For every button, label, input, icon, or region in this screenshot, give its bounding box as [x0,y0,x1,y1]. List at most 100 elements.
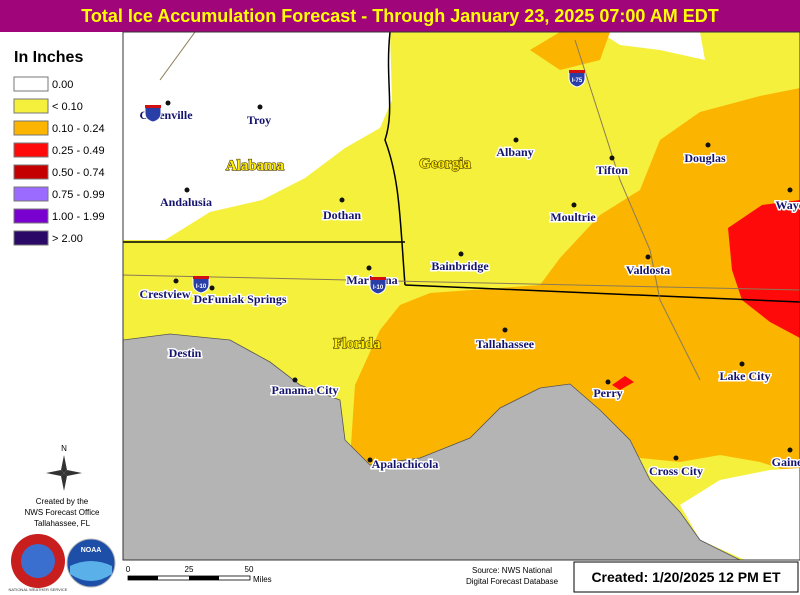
credit-line: Created by the [36,497,89,506]
noaa-logo: NOAA [66,538,116,588]
highway-label: I-10 [373,285,384,291]
city-dot [609,155,615,161]
legend-label: 1.00 - 1.99 [52,211,105,223]
logo-text: NOAA [81,547,102,554]
city-dot [571,202,577,208]
city-dot [605,379,611,385]
city-label: Apalachicola [372,457,439,471]
credit-line: Tallahassee, FL [34,519,91,528]
legend: 0.00 < 0.10 0.10 - 0.24 0.25 - 0.49 0.50 - 0… [13,76,105,246]
legend-swatch [13,230,49,246]
highway-label: I-75 [572,78,583,84]
legend-swatch [13,76,49,92]
city-label: Gainesville [772,455,800,469]
scale-unit: Miles [253,575,272,584]
created-box [573,561,799,593]
logo-text: NATIONAL WEATHER SERVICE [9,587,68,592]
city-label: Waycross [775,198,800,212]
legend-label: < 0.10 [52,101,83,113]
legend-label: 0.75 - 0.99 [52,189,105,201]
city-label: Moultrie [550,210,596,224]
nws-logo: NATIONAL WEATHER SERVICE [9,534,68,592]
legend-label: 0.25 - 0.49 [52,145,105,157]
map [123,32,800,560]
city-label: Tallahassee [476,337,535,351]
legend-label: 0.10 - 0.24 [52,123,105,135]
legend-label: 0.50 - 0.74 [52,167,105,179]
highway-shield: I-10 [369,277,387,295]
legend-label: > 2.00 [52,233,83,245]
title: Total Ice Accumulation Forecast - Throug… [81,6,719,26]
highway-shield: I-75 [568,70,586,88]
highway-shield [144,105,162,123]
city-dot [367,457,373,463]
city-dot [787,187,793,193]
highway-label: I-10 [196,284,207,290]
ice-none [600,32,705,60]
city-dot [257,104,263,110]
city-dot [705,142,711,148]
state-label: Georgia [419,156,471,172]
city-label: Lake City [720,369,771,383]
scale-tick: 25 [185,565,194,574]
city-dot [513,137,519,143]
source-line: Source: NWS National [472,566,552,575]
legend-label: 0.00 [52,79,73,91]
city-label: Troy [247,113,271,127]
city-label: Crestview [139,287,190,301]
city-label: Perry [593,386,622,400]
city-dot [173,278,179,284]
legend-swatch [13,186,49,202]
ice-orange [530,32,610,70]
ice-none [123,32,392,240]
city-label: Tifton [596,163,628,177]
city-dot [502,327,508,333]
city-label: Cross City [649,464,703,478]
city-dot [339,197,345,203]
city-label: Destin [169,346,202,360]
city-label: Albany [496,145,533,159]
legend-swatch [13,98,49,114]
legend-swatch [13,208,49,224]
city-label: Panama City [272,383,339,397]
ice-red [728,200,800,338]
scale-tick: 0 [126,565,131,574]
ice-orange [350,88,800,475]
city-dot [645,254,651,260]
highway-shield: I-10 [192,276,210,294]
compass: N [46,444,82,491]
source-line: Digital Forecast Database [466,577,559,586]
gulf [123,333,741,560]
city-dot [787,447,793,453]
ice-red [612,376,634,390]
state-label: Alabama [226,158,285,174]
legend-swatch [13,164,49,180]
city-label: Dothan [323,208,361,222]
city-label: DeFuniak Springs [193,292,286,306]
city-dot [292,377,298,383]
city-dot [458,251,464,257]
title-bar [0,0,800,32]
city-label: Douglas [684,151,726,165]
legend-swatch [13,120,49,136]
city-dot [366,265,372,271]
city-dot [165,100,171,106]
legend-swatch [13,142,49,158]
city-dot [184,187,190,193]
scale-tick: 50 [245,565,254,574]
city-label: Bainbridge [431,259,489,273]
map-frame [122,31,800,561]
created-label: Created: 1/20/2025 12 PM ET [591,569,781,585]
city-dot [673,455,679,461]
scale-bar: 0 25 50 Miles [126,565,272,584]
city-label: Valdosta [626,263,670,277]
city-label: Andalusia [160,195,212,209]
state-line [384,32,406,286]
state-label: Florida [333,336,381,352]
city-dot [739,361,745,367]
state-line [123,241,800,303]
legend-title: In Inches [14,49,83,66]
credit-line: NWS Forecast Office [25,508,101,517]
road [123,32,800,381]
